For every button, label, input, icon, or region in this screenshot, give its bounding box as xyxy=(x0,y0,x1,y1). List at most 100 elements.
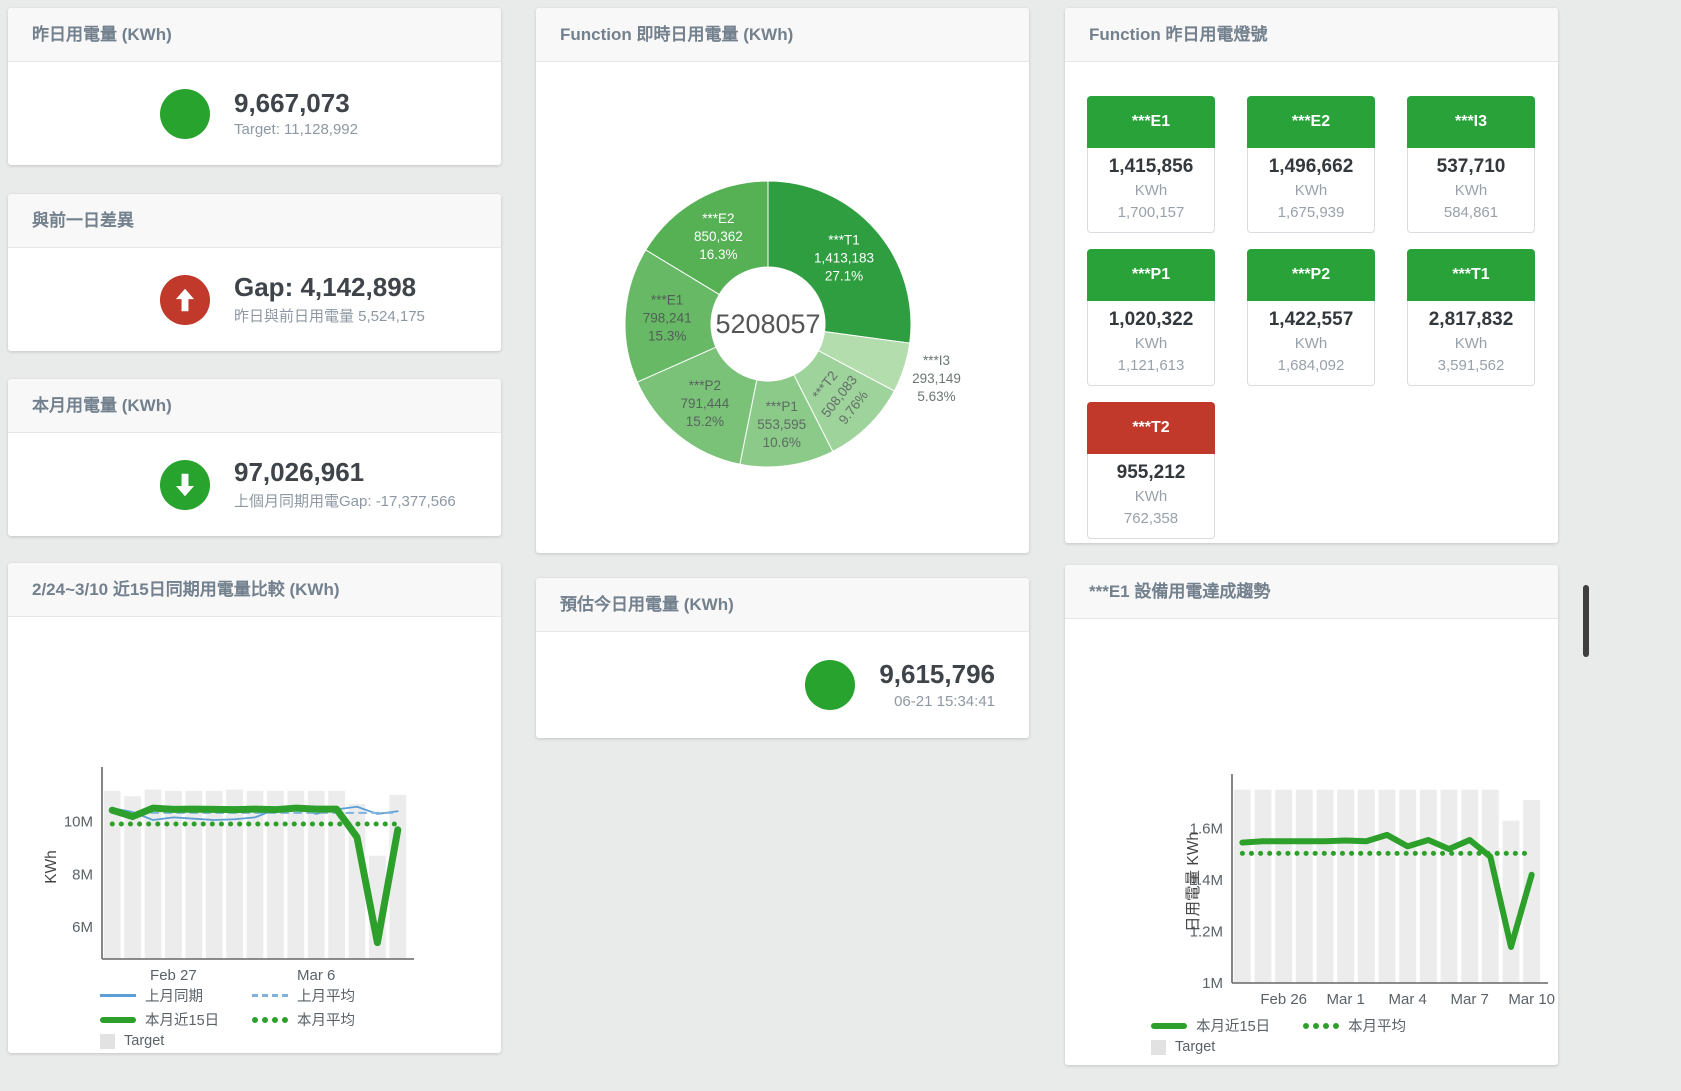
legend-item-Target[interactable]: Target xyxy=(100,1033,252,1049)
target-bar xyxy=(165,790,182,959)
comparison-chart-legend: 上月同期 上月平均本月近15日 本月平均 Target xyxy=(100,985,404,1052)
series-line-上月同期 xyxy=(111,805,399,821)
donut-slice-P2[interactable] xyxy=(636,346,758,465)
card-gap-previous-day: 與前一日差異 Gap: 4,142,898 昨日與前日用電量 5,524,175 xyxy=(8,194,501,351)
stat-timestamp: 06-21 15:34:41 xyxy=(894,692,995,710)
target-bar xyxy=(307,790,325,959)
stat-value: Gap: 4,142,898 xyxy=(234,271,417,302)
legend-item-上月平均[interactable]: 上月平均 xyxy=(252,985,404,1006)
legend-label: 上月平均 xyxy=(297,989,355,1005)
legend-label: 上月同期 xyxy=(145,989,203,1005)
target-bar xyxy=(1440,789,1458,983)
x-tick-label: Mar 6 xyxy=(297,967,335,984)
e1-trend-chart-legend: 本月近15日 本月平均 Target xyxy=(1151,1015,1455,1058)
tile-value: 1,415,856 xyxy=(1108,156,1194,177)
legend-swatch-dots-icon xyxy=(1303,1022,1339,1029)
legend-item-上月同期[interactable]: 上月同期 xyxy=(100,985,252,1006)
card-title-month-usage: 本月用電量 (KWh) xyxy=(8,379,501,433)
target-bar xyxy=(246,790,264,959)
target-bar xyxy=(1502,820,1520,983)
legend-swatch-square-icon xyxy=(1151,1039,1166,1055)
target-bar xyxy=(124,796,141,959)
status-tile-T1[interactable]: ***T1 2,817,832 KWh 3,591,562 xyxy=(1407,249,1535,386)
card-15day-comparison-chart: 2/24~3/10 近15日同期用電量比較 (KWh) 6M 8M 10M Feb 2… xyxy=(8,563,501,1053)
card-title-text: 昨日用電量 (KWh) xyxy=(32,25,172,44)
donut-slice-T1[interactable] xyxy=(767,180,912,344)
target-bar xyxy=(267,790,284,959)
donut-slice-label: ***I3 293,149 5.63% xyxy=(912,353,961,404)
status-tile-P2[interactable]: ***P2 1,422,557 KWh 1,684,092 xyxy=(1247,249,1375,386)
stat-value: 9,615,796 xyxy=(879,659,995,690)
e1-trend-line-chart[interactable]: 1M 1.2M 1.4M 1.6M Feb 26 Mar 1 Mar 4 Mar 7 Mar 1… xyxy=(1065,619,1558,1066)
tile-value: 1,422,557 xyxy=(1268,309,1354,330)
stat-value: 97,026,961 xyxy=(234,456,365,487)
tile-target-value: 1,700,157 xyxy=(1117,204,1185,221)
stat-value: 9,667,073 xyxy=(234,87,350,118)
x-tick-label: Mar 7 xyxy=(1450,991,1488,1008)
legend-label: 本月近15日 xyxy=(145,1013,220,1029)
target-bar xyxy=(1295,789,1313,983)
scrollbar-thumb[interactable] xyxy=(1583,585,1589,657)
donut-slice-label: ***E2 850,362 16.3% xyxy=(694,211,743,262)
series-line-本月近15日 xyxy=(1239,831,1535,950)
arrow-down-circle-icon xyxy=(160,459,210,510)
tile-target-value: 762,358 xyxy=(1123,510,1179,527)
legend-item-本月近15日[interactable]: 本月近15日 xyxy=(1151,1015,1303,1036)
stat-text: 9,615,796 06-21 15:34:41 xyxy=(879,659,995,710)
tile-body: 1,496,662 KWh 1,675,939 xyxy=(1247,148,1375,233)
legend-label: 本月平均 xyxy=(297,1013,355,1029)
stat-subtitle: Target: 11,128,992 xyxy=(234,121,358,139)
donut-slice-label: ***T1 1,413,183 27.1% xyxy=(814,233,874,284)
x-tick-label: Mar 4 xyxy=(1388,991,1426,1008)
tile-header: ***T2 xyxy=(1087,402,1215,454)
tile-header: ***E1 xyxy=(1087,96,1215,148)
tile-target-value: 1,675,939 xyxy=(1277,204,1345,221)
target-bar xyxy=(144,789,162,959)
donut-slice-label: ***P1 553,595 10.6% xyxy=(757,399,806,450)
stat-text: 97,026,961 上個月同期用電Gap: -17,377,566 xyxy=(234,456,456,512)
card-title-text: 與前一日差異 xyxy=(32,211,134,230)
tile-target-value: 1,121,613 xyxy=(1117,357,1185,374)
tile-unit: KWh xyxy=(1134,488,1168,505)
legend-item-本月近15日[interactable]: 本月近15日 xyxy=(100,1009,252,1030)
status-tile-E2[interactable]: ***E2 1,496,662 KWh 1,675,939 xyxy=(1247,96,1375,233)
legend-item-本月平均[interactable]: 本月平均 xyxy=(1303,1015,1455,1036)
card-title-gap: 與前一日差異 xyxy=(8,194,501,248)
tile-header: ***P2 xyxy=(1247,249,1375,301)
card-title-estimate: 預估今日用電量 (KWh) xyxy=(536,578,1029,632)
comparison-line-chart[interactable]: 6M 8M 10M Feb 27 Mar 6 KWh xyxy=(8,617,501,1054)
legend-item-Target[interactable]: Target xyxy=(1151,1039,1303,1055)
arrow-up-circle-icon xyxy=(160,274,210,325)
arrow-down-icon xyxy=(175,473,195,496)
tile-target-value: 3,591,562 xyxy=(1437,357,1505,374)
status-tile-T2[interactable]: ***T2 955,212 KWh 762,358 xyxy=(1087,402,1215,539)
tile-body: 955,212 KWh 762,358 xyxy=(1087,454,1215,539)
target-bar xyxy=(1523,800,1541,983)
donut-slice-E2[interactable] xyxy=(645,180,769,296)
status-tile-P1[interactable]: ***P1 1,020,322 KWh 1,121,613 xyxy=(1087,249,1215,386)
stat-subtitle: 昨日與前日用電量 5,524,175 xyxy=(234,308,425,326)
legend-item-本月平均[interactable]: 本月平均 xyxy=(252,1009,404,1030)
y-tick-label: 6M xyxy=(72,919,93,936)
target-bar xyxy=(328,790,345,959)
legend-swatch-dash-icon xyxy=(252,994,288,997)
donut-slice-E1[interactable] xyxy=(624,249,720,383)
tile-header: ***I3 xyxy=(1407,96,1535,148)
card-title-realtime-donut: Function 即時日用電量 (KWh) xyxy=(536,8,1029,62)
arrow-up-icon xyxy=(175,288,195,311)
realtime-usage-donut-chart[interactable]: ***T1 1,413,183 27.1%***I3 293,149 5.63%***T… xyxy=(536,62,1029,553)
target-bar xyxy=(1275,789,1293,983)
stat-text: Gap: 4,142,898 昨日與前日用電量 5,524,175 xyxy=(234,271,425,327)
target-bar xyxy=(103,790,121,959)
legend-swatch-line-icon xyxy=(100,994,136,997)
series-line-本月近15日 xyxy=(108,804,402,947)
tile-unit: KWh xyxy=(1294,182,1328,199)
donut-slice-label: ***E1 798,241 15.3% xyxy=(643,293,692,344)
status-tile-E1[interactable]: ***E1 1,415,856 KWh 1,700,157 xyxy=(1087,96,1215,233)
tile-value: 1,020,322 xyxy=(1108,309,1194,330)
status-tile-I3[interactable]: ***I3 537,710 KWh 584,861 xyxy=(1407,96,1535,233)
tile-value: 537,710 xyxy=(1436,156,1506,177)
card-title-text: ***E1 設備用電達成趨勢 xyxy=(1089,582,1271,601)
tile-body: 537,710 KWh 584,861 xyxy=(1407,148,1535,233)
stat-subtitle: 上個月同期用電Gap: -17,377,566 xyxy=(234,493,456,511)
